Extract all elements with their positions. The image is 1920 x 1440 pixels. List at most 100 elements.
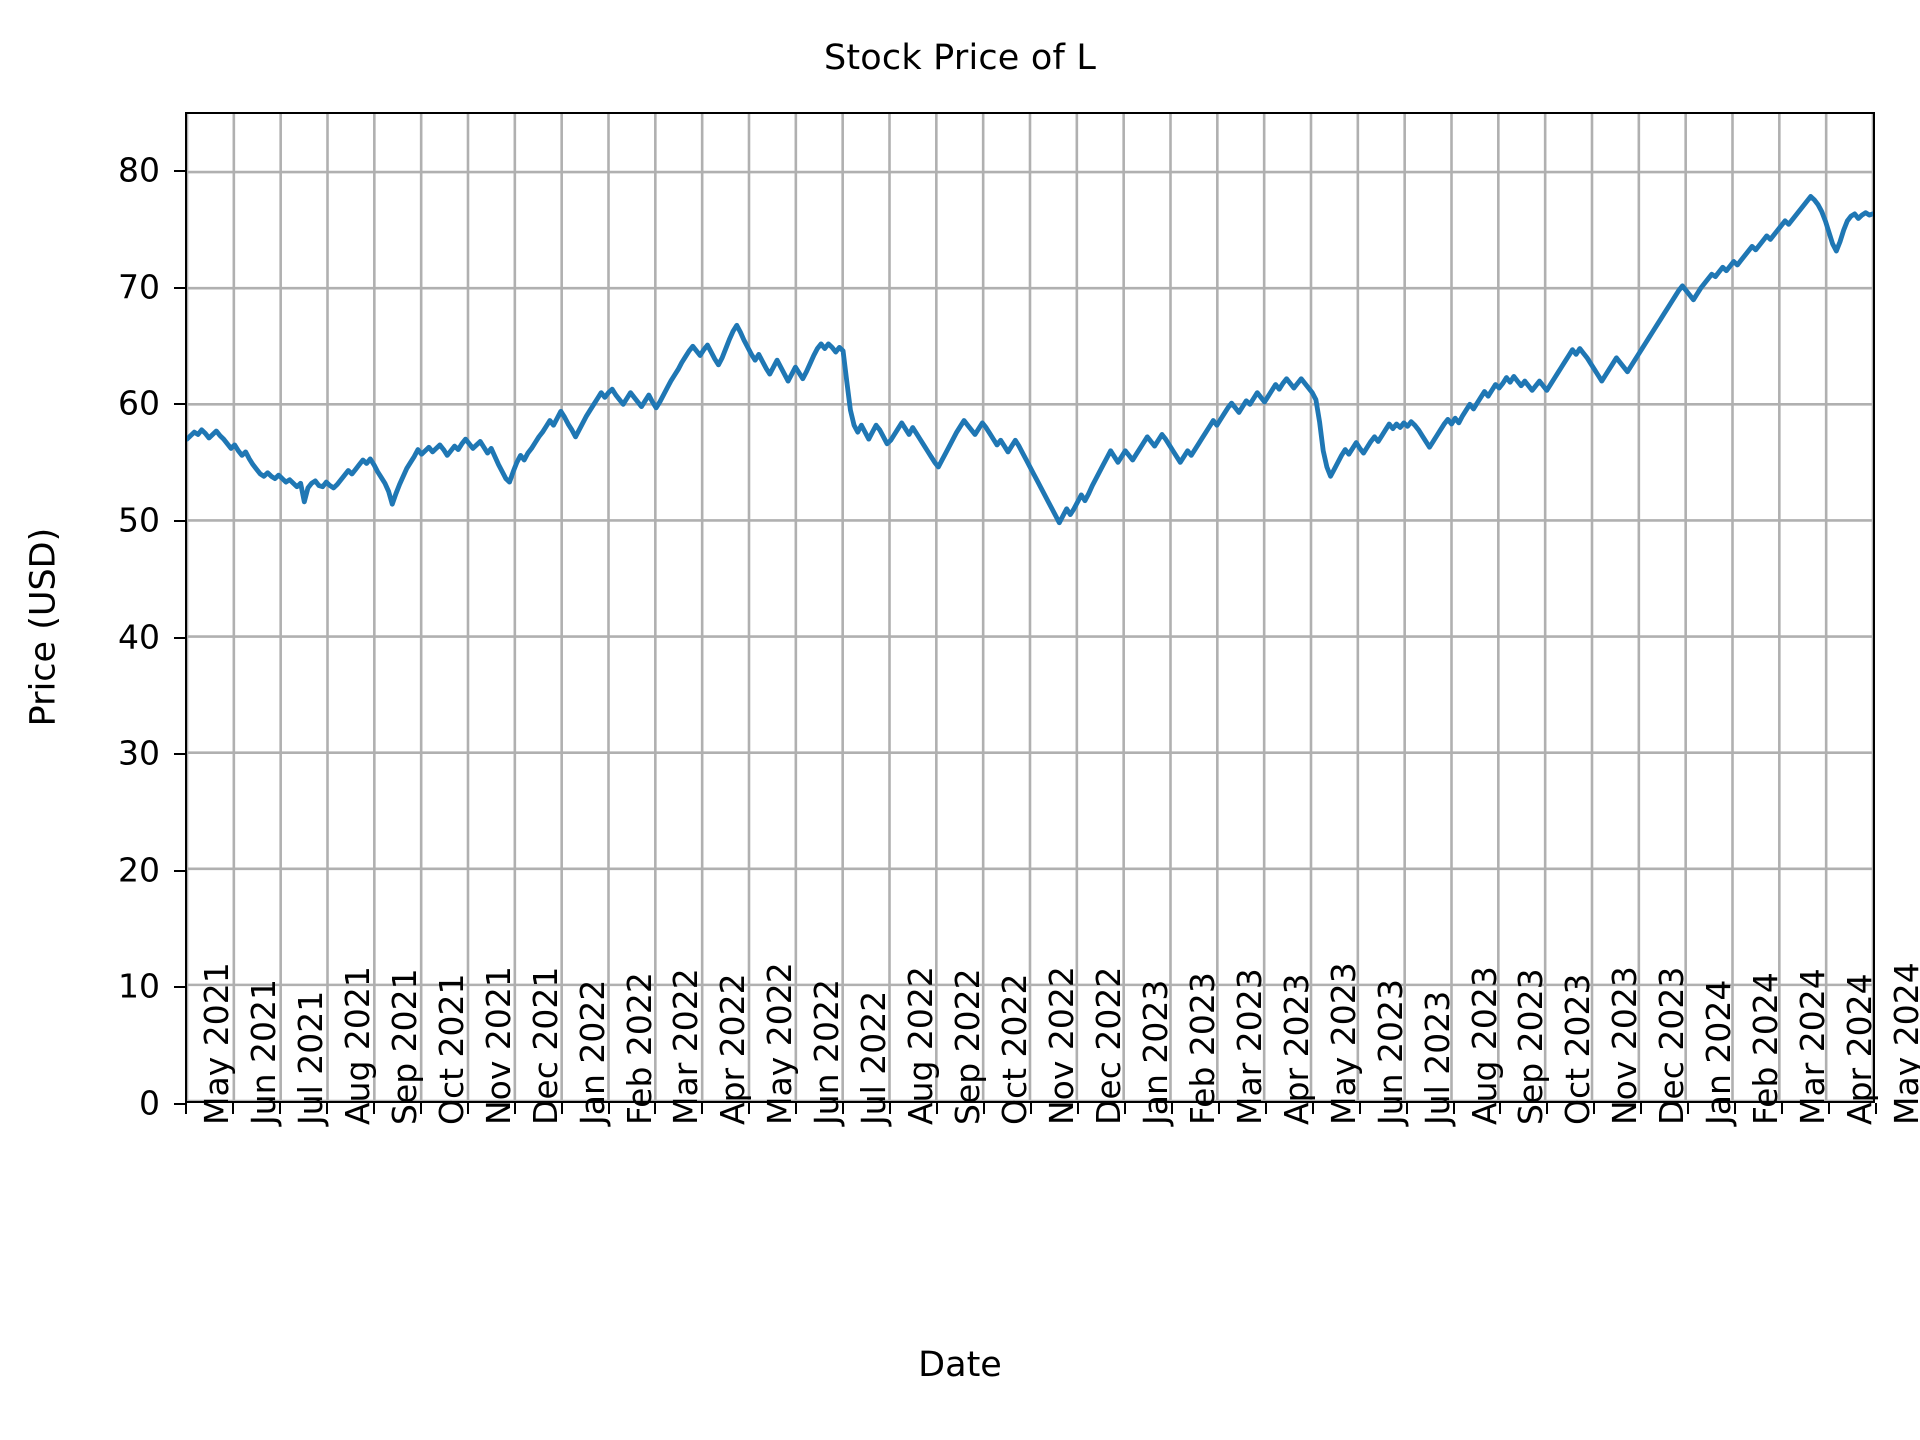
price-line-series [187,114,1873,1101]
x-tick-mark [889,1103,892,1114]
x-tick-label: Mar 2023 [1229,968,1269,1125]
x-tick-mark [607,1103,610,1114]
x-tick-mark [1687,1103,1690,1114]
chart-title: Stock Price of L [823,38,1097,78]
x-tick-label: Sep 2022 [948,968,988,1125]
x-tick-mark [701,1103,704,1114]
y-tick-label: 20 [118,850,160,890]
x-tick-label: May 2024 [1887,962,1920,1125]
x-tick-label: Mar 2022 [666,968,706,1125]
x-tick-mark [372,1103,375,1114]
x-tick-label: Aug 2022 [901,966,941,1125]
x-tick-mark [1170,1103,1173,1114]
x-tick-label: Jan 2022 [572,979,612,1125]
x-tick-mark [1781,1103,1784,1114]
x-tick-label: Apr 2022 [713,973,753,1125]
x-axis-label: Date [918,1345,1002,1385]
x-tick-mark [936,1103,939,1114]
x-tick-mark [1452,1103,1455,1114]
y-tick-label: 0 [139,1083,160,1123]
x-tick-label: Sep 2023 [1511,968,1551,1125]
grid-lines [187,114,1873,1101]
x-tick-label: May 2022 [760,962,800,1125]
x-tick-label: Aug 2021 [337,966,377,1125]
y-axis-tick-labels: 0 10 20 30 40 50 60 70 80 [0,112,185,1123]
x-tick-label: Jan 2024 [1699,979,1739,1125]
x-tick-label: Jun 2022 [807,978,847,1125]
y-tick-label: 70 [118,267,160,307]
y-tick-label: 60 [118,383,160,423]
x-tick-mark [983,1103,986,1114]
x-tick-label: Aug 2023 [1464,966,1504,1125]
y-tick-mark [174,286,185,289]
y-tick-label: 50 [118,500,160,540]
x-tick-label: Jul 2023 [1417,990,1457,1125]
x-tick-mark [1640,1103,1643,1114]
y-tick-mark [174,403,185,406]
x-tick-label: Jun 2023 [1370,978,1410,1125]
x-tick-label: Dec 2023 [1652,966,1692,1125]
x-tick-mark [185,1103,187,1114]
x-tick-mark [1499,1103,1502,1114]
series-line-L [187,196,1873,522]
x-tick-mark [654,1103,657,1114]
x-tick-mark [1123,1103,1126,1114]
x-tick-mark [1076,1103,1079,1114]
x-tick-label: Feb 2022 [619,972,659,1125]
x-tick-mark [466,1103,469,1114]
x-tick-mark [795,1103,798,1114]
y-tick-mark [174,986,185,989]
x-tick-label: Dec 2022 [1088,966,1128,1125]
x-tick-label: Jun 2021 [243,978,283,1125]
y-tick-mark [174,1103,185,1105]
x-tick-label: Nov 2021 [478,966,518,1125]
x-tick-label: Jul 2021 [290,990,330,1125]
x-tick-label: Oct 2022 [995,973,1035,1125]
y-tick-mark [174,170,185,173]
y-tick-label: 80 [118,150,160,190]
x-tick-mark [1875,1103,1877,1114]
x-tick-mark [1593,1103,1596,1114]
x-tick-mark [231,1103,234,1114]
x-tick-mark [1030,1103,1032,1114]
y-tick-label: 30 [118,733,160,773]
x-tick-mark [842,1103,845,1114]
x-tick-mark [278,1103,281,1114]
y-tick-label: 10 [118,966,160,1006]
y-tick-mark [174,520,185,523]
x-tick-mark [748,1103,751,1114]
x-tick-label: Nov 2023 [1605,966,1645,1125]
x-axis-tick-labels: May 2021 Jun 2021 Jul 2021 Aug 2021 Sep 2021… [185,962,1920,1333]
y-tick-mark [174,636,185,639]
x-tick-mark [1405,1103,1408,1114]
x-tick-label: Jul 2022 [854,990,894,1125]
x-tick-label: Dec 2021 [525,966,565,1125]
x-tick-label: Feb 2024 [1746,972,1786,1125]
x-tick-mark [560,1103,563,1114]
x-tick-label: Feb 2023 [1182,972,1222,1125]
x-tick-mark [1264,1103,1267,1114]
x-tick-label: Jan 2023 [1135,979,1175,1125]
x-tick-mark [1217,1103,1220,1114]
x-tick-label: Apr 2023 [1276,973,1316,1125]
x-tick-label: May 2023 [1323,962,1363,1125]
x-tick-label: Apr 2024 [1840,973,1880,1125]
y-tick-mark [174,869,185,872]
x-tick-label: Sep 2021 [384,968,424,1125]
y-tick-label: 40 [118,617,160,657]
x-tick-label: Nov 2022 [1042,966,1081,1125]
x-tick-label: Oct 2023 [1558,973,1598,1125]
y-axis-label: Price (USD) [23,527,64,727]
x-tick-label: Oct 2021 [431,973,471,1125]
x-tick-label: Mar 2024 [1793,968,1833,1125]
x-tick-mark [1828,1103,1831,1114]
y-tick-mark [174,753,185,756]
x-tick-mark [1546,1103,1549,1114]
x-tick-mark [1358,1103,1361,1114]
x-tick-label: May 2021 [197,962,236,1125]
x-tick-mark [1734,1103,1737,1114]
x-tick-mark [325,1103,328,1114]
plot-area [185,112,1875,1103]
x-tick-mark [513,1103,516,1114]
